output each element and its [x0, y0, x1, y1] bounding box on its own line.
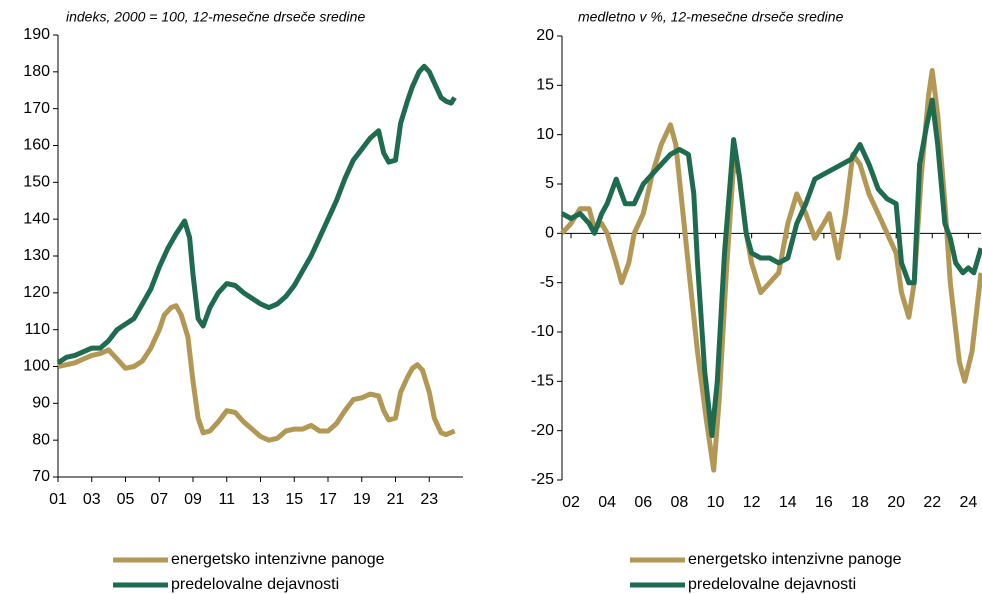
x-tick-label: 02	[562, 494, 580, 511]
chart-title: indeks, 2000 = 100, 12-mesečne drseče sr…	[66, 9, 365, 25]
x-tick-label: 21	[387, 491, 405, 508]
y-tick-label: 15	[536, 77, 554, 94]
y-tick-label: 180	[23, 63, 50, 80]
y-tick-label: -20	[531, 422, 554, 439]
x-tick-label: 06	[634, 494, 652, 511]
y-tick-label: 150	[23, 174, 50, 191]
y-tick-label: 190	[23, 26, 50, 43]
y-tick-label: 70	[32, 468, 50, 485]
legend-label: predelovalne dejavnosti	[171, 576, 339, 593]
x-tick-label: 08	[670, 494, 688, 511]
x-tick-label: 23	[420, 491, 438, 508]
y-tick-label: -5	[540, 274, 554, 291]
x-tick-label: 12	[743, 494, 761, 511]
y-tick-label: 160	[23, 137, 50, 154]
legend-label: energetsko intenzivne panoge	[688, 551, 902, 568]
x-tick-label: 07	[150, 491, 168, 508]
x-tick-label: 13	[252, 491, 270, 508]
x-tick-label: 05	[117, 491, 135, 508]
y-tick-label: 80	[32, 431, 50, 448]
x-tick-label: 18	[851, 494, 869, 511]
x-tick-label: 20	[887, 494, 905, 511]
x-tick-label: 14	[779, 494, 797, 511]
series-line	[560, 97, 982, 439]
x-tick-label: 16	[815, 494, 833, 511]
x-tick-label: 24	[959, 494, 977, 511]
legend-label: predelovalne dejavnosti	[688, 576, 856, 593]
y-tick-label: 120	[23, 284, 50, 301]
x-tick-label: 03	[83, 491, 101, 508]
y-tick-label: 110	[24, 321, 50, 338]
series-line	[560, 68, 982, 473]
x-tick-label: 17	[319, 491, 337, 508]
y-tick-label: -25	[531, 471, 554, 488]
y-tick-label: -10	[531, 323, 554, 340]
x-tick-label: 22	[923, 494, 941, 511]
y-tick-label: 90	[32, 395, 50, 412]
x-tick-label: 09	[184, 491, 202, 508]
x-tick-label: 10	[707, 494, 725, 511]
chart-title: medletno v %, 12-mesečne drseče sredine	[578, 9, 844, 25]
y-tick-label: 10	[536, 126, 554, 143]
y-tick-label: 170	[23, 100, 50, 117]
y-tick-label: 100	[23, 358, 50, 375]
y-tick-label: 0	[545, 225, 554, 242]
series-line	[56, 63, 457, 365]
y-tick-label: 5	[545, 175, 554, 192]
x-tick-label: 11	[218, 491, 235, 508]
x-tick-label: 04	[598, 494, 616, 511]
x-tick-label: 15	[285, 491, 303, 508]
y-tick-label: 130	[23, 247, 50, 264]
legend-label: energetsko intenzivne panoge	[171, 551, 385, 568]
x-tick-label: 19	[353, 491, 371, 508]
series-line	[57, 303, 456, 443]
y-tick-label: 20	[536, 27, 554, 44]
x-tick-label: 01	[49, 491, 67, 508]
y-tick-label: -15	[531, 373, 554, 390]
y-tick-label: 140	[23, 210, 50, 227]
